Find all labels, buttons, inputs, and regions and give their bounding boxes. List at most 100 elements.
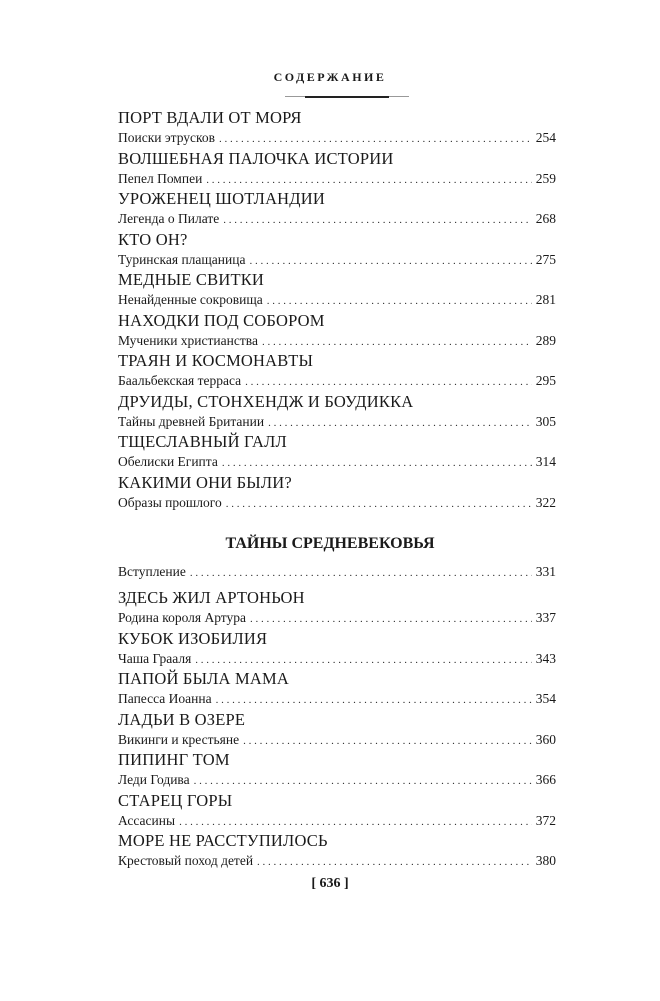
- toc-page-number: 366: [535, 772, 556, 787]
- toc-entry-heading: ТРАЯН И КОСМОНАВТЫ: [118, 351, 314, 370]
- toc-list-part2: ЗДЕСЬ ЖИЛ АРТОНЬОН Родина короля Артура 33…: [118, 588, 556, 872]
- toc-entry-heading: ВОЛШЕБНАЯ ПАЛОЧКА ИСТОРИИ: [118, 148, 394, 168]
- toc-page-number: 281: [535, 292, 556, 307]
- toc-entry-subtitle-row: Баальбекская терраса 295: [118, 371, 556, 392]
- toc-entry-subtitle-row: Поиски этрусков 254: [118, 128, 556, 149]
- toc-entry-label: Родина короля Артура: [118, 610, 247, 625]
- dot-leader: [223, 209, 532, 231]
- toc-entry-subtitle-row: Чаша Грааля 343: [118, 649, 556, 670]
- page-number: [ 636 ]: [311, 876, 349, 891]
- toc-entry-heading: ДРУИДЫ, СТОНХЕНДЖ И БОУДИККА: [118, 391, 414, 411]
- toc-entry-subtitle-row: Папесса Иоанна 354: [118, 689, 556, 710]
- dot-leader: [268, 412, 532, 434]
- toc-entry-label: Пепел Помпеи: [118, 170, 203, 186]
- dot-leader: [219, 128, 532, 150]
- toc-entry-label: Чаша Грааля: [118, 650, 192, 666]
- toc-entry-label: Леди Годива: [118, 772, 190, 787]
- toc-entry[interactable]: СТАРЕЦ ГОРЫ Ассасины 372: [118, 791, 556, 832]
- toc-entry-subtitle-row: Образы прошлого 322: [118, 493, 556, 514]
- toc-entry[interactable]: ВОЛШЕБНАЯ ПАЛОЧКА ИСТОРИИ Пепел Помпеи 259: [118, 149, 556, 190]
- toc-entry-label: Ненайденные сокровища: [118, 292, 263, 307]
- toc-entry[interactable]: КУБОК ИЗОБИЛИЯ Чаша Грааля 343: [118, 629, 556, 670]
- toc-page-number: 380: [535, 853, 556, 868]
- toc-entry-intro[interactable]: Вступление 331: [118, 562, 556, 583]
- toc-page-number: 331: [535, 564, 556, 579]
- toc-entry[interactable]: МОРЕ НЕ РАССТУПИЛОСЬ Крестовый поход дете…: [118, 831, 556, 872]
- toc-entry-label: Папесса Иоанна: [118, 691, 212, 706]
- toc-page-number: 254: [535, 130, 556, 145]
- dot-leader: [206, 169, 531, 191]
- dot-leader: [257, 851, 532, 873]
- toc-entry-label: Баальбекская терраса: [118, 373, 242, 388]
- toc-entry-subtitle-row: Ассасины 372: [118, 811, 556, 832]
- dot-leader: [194, 770, 532, 792]
- toc-entry[interactable]: ПИПИНГ ТОМ Леди Годива 366: [118, 750, 556, 791]
- toc-entry-subtitle-row: Ненайденные сокровища 281: [118, 290, 556, 311]
- toc-entry[interactable]: ДРУИДЫ, СТОНХЕНДЖ И БОУДИККА Тайны древне…: [118, 392, 556, 433]
- dot-leader: [262, 331, 532, 353]
- toc-entry-heading: УРОЖЕНЕЦ ШОТЛАНДИИ: [118, 189, 325, 208]
- toc-page-number: 343: [535, 650, 556, 666]
- toc-entry-subtitle-row: Тайны древней Британии 305: [118, 412, 556, 433]
- toc-entry-heading: ТЩЕСЛАВНЫЙ ГАЛЛ: [118, 432, 287, 451]
- toc-entry-label: Туринская плащаница: [118, 251, 246, 267]
- toc-page-number: 268: [535, 211, 556, 226]
- toc-entry-label: Мученики христианства: [118, 332, 258, 348]
- toc-page-number: 360: [535, 731, 556, 747]
- dot-leader: [243, 730, 532, 752]
- dot-leader: [226, 493, 532, 515]
- toc-page-number: 305: [535, 413, 556, 429]
- toc-entry-heading: ПИПИНГ ТОМ: [118, 750, 230, 769]
- toc-entry[interactable]: ТРАЯН И КОСМОНАВТЫ Баальбекская терраса 29…: [118, 351, 556, 392]
- dot-leader: [245, 371, 532, 393]
- toc-entry-label: Поиски этрусков: [118, 130, 216, 145]
- dot-leader: [250, 608, 532, 630]
- toc-entry[interactable]: УРОЖЕНЕЦ ШОТЛАНДИИ Легенда о Пилате 268: [118, 189, 556, 230]
- dot-leader: [267, 290, 532, 312]
- dot-leader: [190, 562, 532, 584]
- toc-entry-label: Легенда о Пилате: [118, 211, 220, 226]
- toc-entry-heading: КАКИМИ ОНИ БЫЛИ?: [118, 472, 292, 492]
- toc-page-number: 372: [535, 812, 556, 828]
- toc-entry-heading: МОРЕ НЕ РАССТУПИЛОСЬ: [118, 831, 328, 850]
- dot-leader: [249, 250, 531, 272]
- toc-entry[interactable]: НАХОДКИ ПОД СОБОРОМ Мученики христианства…: [118, 311, 556, 352]
- toc-entry-label: Викинги и крестьяне: [118, 731, 240, 747]
- toc-entry-label: Тайны древней Британии: [118, 413, 265, 429]
- section-title: ТАЙНЫ СРЕДНЕВЕКОВЬЯ: [225, 535, 435, 552]
- toc-entry-heading: КТО ОН?: [118, 229, 188, 249]
- toc-entry-label: Вступление: [118, 564, 186, 579]
- toc-page-number: 354: [535, 691, 556, 706]
- toc-entry[interactable]: КТО ОН? Туринская плащаница 275: [118, 230, 556, 271]
- toc-page-number: 289: [535, 332, 556, 348]
- dot-leader: [222, 452, 532, 474]
- toc-entry[interactable]: ЗДЕСЬ ЖИЛ АРТОНЬОН Родина короля Артура 33…: [118, 588, 556, 629]
- toc-entry-heading: ЗДЕСЬ ЖИЛ АРТОНЬОН: [118, 588, 305, 607]
- toc-page-number: 275: [535, 251, 556, 267]
- toc-intro: Вступление 331: [118, 562, 556, 583]
- toc-entry-heading: СТАРЕЦ ГОРЫ: [118, 790, 233, 810]
- toc-entry-subtitle-row: Легенда о Пилате 268: [118, 209, 556, 230]
- toc-entry-subtitle-row: Туринская плащаница 275: [118, 250, 556, 271]
- toc-entry-label: Ассасины: [118, 812, 176, 828]
- toc-page-number: 337: [535, 610, 556, 625]
- toc-entry[interactable]: ПАПОЙ БЫЛА МАМА Папесса Иоанна 354: [118, 669, 556, 710]
- toc-page-number: 322: [535, 494, 556, 510]
- toc-entry-heading: ПАПОЙ БЫЛА МАМА: [118, 669, 289, 688]
- dot-leader: [195, 649, 531, 671]
- toc-entry-subtitle-row: Обелиски Египта 314: [118, 452, 556, 473]
- toc-page-number: 259: [535, 170, 556, 186]
- toc-entry[interactable]: ПОРТ ВДАЛИ ОТ МОРЯ Поиски этрусков 254: [118, 108, 556, 149]
- page-title: СОДЕРЖАНИЕ: [273, 70, 387, 84]
- toc-entry-heading: ЛАДЬИ В ОЗЕРЕ: [118, 709, 246, 729]
- toc-entry[interactable]: ЛАДЬИ В ОЗЕРЕ Викинги и крестьяне 360: [118, 710, 556, 751]
- toc-entry[interactable]: ТЩЕСЛАВНЫЙ ГАЛЛ Обелиски Египта 314: [118, 432, 556, 473]
- toc-entry-label: Образы прошлого: [118, 494, 222, 510]
- toc-entry-subtitle-row: Леди Годива 366: [118, 770, 556, 791]
- toc-entry[interactable]: МЕДНЫЕ СВИТКИ Ненайденные сокровища 281: [118, 270, 556, 311]
- toc-entry-label: Крестовый поход детей: [118, 853, 254, 868]
- toc-entry-subtitle-row: Крестовый поход детей 380: [118, 851, 556, 872]
- dot-leader: [216, 689, 532, 711]
- toc-entry-subtitle-row: Пепел Помпеи 259: [118, 169, 556, 190]
- toc-entry[interactable]: КАКИМИ ОНИ БЫЛИ? Образы прошлого 322: [118, 473, 556, 514]
